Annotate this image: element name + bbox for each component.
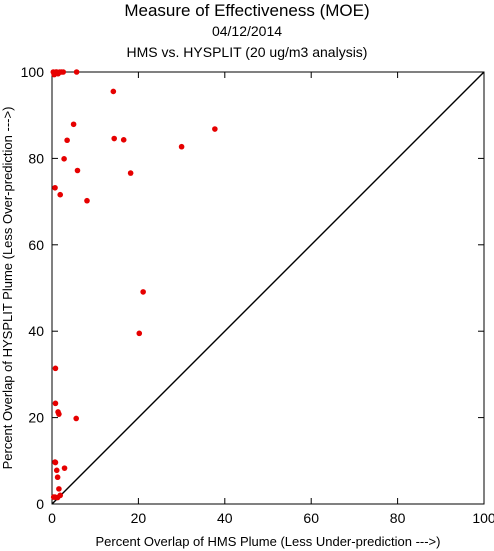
x-tick-label: 80 — [390, 510, 406, 526]
data-point — [73, 415, 79, 422]
y-tick-label: 100 — [21, 64, 45, 80]
data-points — [50, 69, 218, 501]
x-tick-label: 20 — [131, 510, 147, 526]
chart-header: Measure of Effectiveness (MOE) 04/12/201… — [0, 0, 494, 63]
x-axis-label: Percent Overlap of HMS Plume (Less Under… — [96, 534, 441, 549]
y-tick-label: 80 — [28, 150, 44, 166]
y-tick-label: 20 — [28, 410, 44, 426]
y-tick-label: 0 — [36, 496, 44, 512]
y-axis-label: Percent Overlap of HYSPLIT Plume (Less O… — [0, 107, 15, 470]
data-point — [136, 330, 143, 337]
data-point — [54, 474, 61, 481]
chart-subtitle-date: 04/12/2014 — [211, 23, 283, 39]
data-point — [52, 184, 58, 191]
y-tick-label: 40 — [28, 323, 44, 339]
data-point — [73, 69, 80, 75]
data-point — [178, 143, 185, 150]
data-point — [53, 467, 60, 474]
data-point — [212, 126, 218, 132]
y-axis: 0 20 40 60 80 100 — [21, 64, 484, 512]
data-point — [127, 170, 134, 176]
data-point — [57, 191, 64, 198]
data-point — [120, 137, 127, 143]
data-point — [56, 486, 62, 492]
data-point — [60, 69, 67, 75]
data-point — [61, 156, 67, 162]
data-point — [52, 400, 59, 407]
data-point — [74, 167, 81, 174]
data-point — [84, 197, 90, 204]
data-point — [54, 494, 61, 501]
reference-diagonal-line — [51, 71, 485, 505]
chart-subtitle-analysis: HMS vs. HYSPLIT (20 ug/m3 analysis) — [126, 44, 368, 60]
data-point — [64, 137, 70, 144]
x-tick-label: 60 — [303, 510, 319, 526]
data-point — [70, 121, 77, 128]
chart-title: Measure of Effectiveness (MOE) — [124, 1, 370, 20]
x-tick-label: 100 — [472, 510, 494, 526]
data-point — [110, 88, 117, 95]
data-point — [61, 465, 68, 471]
data-point — [52, 365, 59, 372]
data-point — [111, 135, 118, 142]
x-tick-label: 0 — [48, 510, 56, 526]
y-tick-label: 60 — [28, 237, 44, 253]
x-tick-label: 40 — [217, 510, 233, 526]
data-point — [56, 411, 62, 417]
data-point — [52, 459, 59, 466]
data-point — [140, 289, 146, 295]
